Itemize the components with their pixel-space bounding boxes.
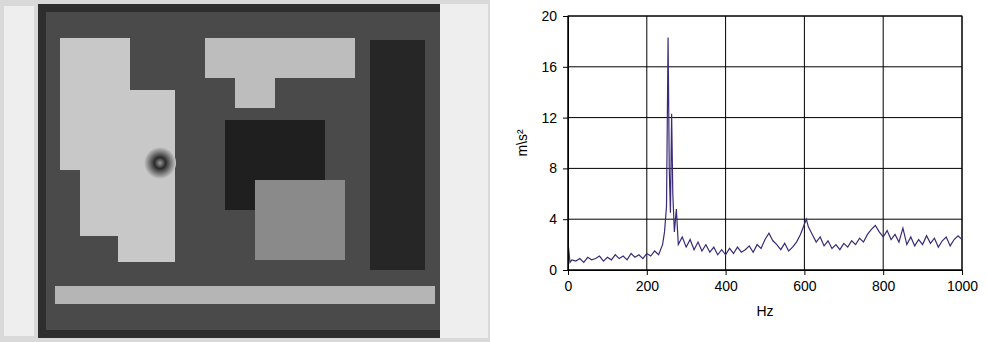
grid-line-y xyxy=(568,219,962,220)
plot-area xyxy=(568,38,962,263)
y-tick-label: 4 xyxy=(549,211,557,227)
grid-line-y xyxy=(568,117,962,118)
y-tick-mark xyxy=(563,16,568,17)
x-tick-mark xyxy=(962,270,963,275)
photo-bracket-leg xyxy=(235,78,275,108)
x-tick-label: 800 xyxy=(872,278,896,294)
grid-line-y xyxy=(568,66,962,67)
x-tick-mark xyxy=(883,270,884,275)
y-tick-mark xyxy=(563,118,568,119)
y-tick: 16 xyxy=(541,59,568,75)
y-tick-mark xyxy=(563,270,568,271)
grid-line-x xyxy=(646,16,647,270)
x-tick-label: 400 xyxy=(714,278,738,294)
y-tick: 20 xyxy=(541,8,568,24)
grid-line-y xyxy=(568,168,962,169)
photo-heatsink xyxy=(255,180,345,260)
spectrum-line xyxy=(568,38,962,263)
photo-plate xyxy=(60,38,175,262)
x-axis-title: Hz xyxy=(756,303,773,319)
plot-frame xyxy=(568,16,962,270)
photo-scale-strip xyxy=(4,6,34,336)
grid-line-x xyxy=(725,16,726,270)
x-tick-mark xyxy=(726,270,727,275)
y-tick: 0 xyxy=(549,262,568,278)
y-tick-label: 0 xyxy=(549,262,557,278)
y-tick-mark xyxy=(563,219,568,220)
y-tick: 4 xyxy=(549,211,568,227)
photo-hotspot xyxy=(144,147,176,179)
y-tick-mark xyxy=(563,168,568,169)
x-tick: 1000 xyxy=(947,270,978,294)
photo-panel xyxy=(0,0,490,342)
x-axis-line xyxy=(569,271,963,276)
photo-side-strip xyxy=(440,4,488,338)
y-tick: 12 xyxy=(541,110,568,126)
y-tick-label: 20 xyxy=(541,8,557,24)
photo-frame xyxy=(38,4,448,338)
grid-line-x xyxy=(804,16,805,270)
chart: 0 200 400 600 800 1000 0 4 8 12 16 20 m\s² Hz xyxy=(514,8,978,319)
x-tick-label: 600 xyxy=(793,278,817,294)
canvas: 0 200 400 600 800 1000 0 4 8 12 16 20 m\s² Hz xyxy=(0,0,987,342)
y-tick-label: 8 xyxy=(549,160,557,176)
x-tick-label: 1000 xyxy=(947,278,978,294)
x-tick: 200 xyxy=(636,270,660,294)
x-tick-mark xyxy=(647,270,648,275)
photo-chassis xyxy=(46,12,440,330)
photo-bracket xyxy=(205,38,355,78)
x-tick: 400 xyxy=(714,270,738,294)
photo-psu xyxy=(370,40,425,270)
x-tick: 800 xyxy=(872,270,896,294)
grid-line-x xyxy=(883,16,884,270)
grid xyxy=(568,16,962,270)
x-tick: 600 xyxy=(793,270,817,294)
y-tick-label: 12 xyxy=(541,110,557,126)
y-axis-line xyxy=(563,17,569,271)
x-tick-mark xyxy=(804,270,805,275)
y-tick-mark xyxy=(563,67,568,68)
x-tick-label: 200 xyxy=(636,278,660,294)
photo-background xyxy=(0,0,490,342)
y-tick-label: 16 xyxy=(541,59,557,75)
y-tick: 8 xyxy=(549,160,568,176)
photo-tube xyxy=(55,286,435,304)
x-axis: 0 200 400 600 800 1000 xyxy=(565,270,979,294)
y-axis-title: m\s² xyxy=(514,129,530,157)
x-tick: 0 xyxy=(565,270,573,294)
y-axis: 0 4 8 12 16 20 xyxy=(541,8,568,278)
x-tick-label: 0 xyxy=(565,278,573,294)
